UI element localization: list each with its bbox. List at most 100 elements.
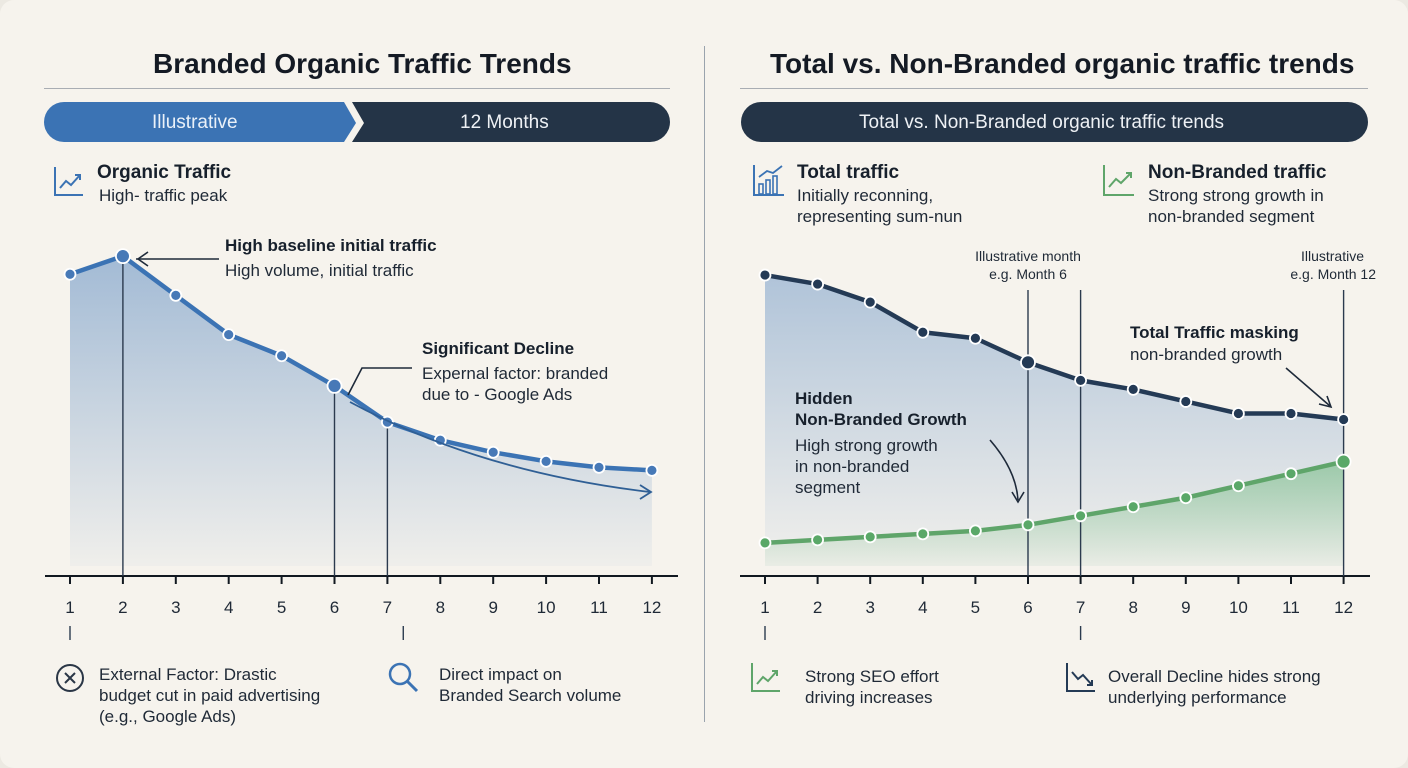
- annotation-hidden-line2: in non-branded: [795, 457, 910, 476]
- x-tick-label: 11: [590, 598, 608, 617]
- x-tick-label: 2: [118, 598, 127, 617]
- branded-chart-title: Branded Organic Traffic Trends: [153, 48, 572, 79]
- data-point-organic-traffic: [275, 349, 289, 363]
- footnote-decline-line1: Overall Decline hides strong: [1108, 667, 1321, 686]
- footnote-external-factor-line2: budget cut in paid advertising: [99, 686, 321, 705]
- data-point-total-traffic: [811, 277, 824, 291]
- x-tick-label: 9: [1181, 598, 1190, 617]
- tab-illustrative[interactable]: [44, 102, 356, 142]
- data-point-total-traffic: [863, 295, 877, 309]
- tab-12-months[interactable]: [352, 102, 670, 142]
- x-tick-label: 6: [1023, 598, 1032, 617]
- data-point-nonbranded-traffic: [968, 524, 982, 538]
- x-tick-label: 10: [1229, 598, 1248, 617]
- footnote-direct-impact-line2: Branded Search volume: [439, 686, 622, 705]
- annotation-masking-subtitle: non-branded growth: [1130, 345, 1283, 364]
- legend-nonbranded-line2: non-branded segment: [1148, 207, 1315, 226]
- period-tabs: [44, 102, 670, 142]
- x-tick-label: 5: [971, 598, 980, 617]
- tab-illustrative-label: Illustrative: [152, 112, 238, 133]
- branded-panel: Branded Organic Traffic Trends Illustrat…: [44, 48, 678, 726]
- area-fill-organic-traffic: [70, 256, 652, 566]
- annotation-masking-arrowhead: [1318, 395, 1333, 409]
- title-underline: [44, 88, 670, 89]
- data-point-nonbranded-traffic: [758, 536, 772, 550]
- legend-total-line2: representing sum-nun: [797, 207, 963, 226]
- marker-month6-line1: Illustrative month: [975, 248, 1081, 264]
- legend-nonbranded-title: Non-Branded traffic: [1148, 162, 1327, 183]
- footnote-external-factor-line3: (e.g., Google Ads): [99, 707, 237, 726]
- annotation-masking-arrow: [1285, 367, 1331, 407]
- marker-month12-line2: e.g. Month 12: [1290, 266, 1376, 282]
- data-point-organic-traffic: [169, 288, 183, 302]
- data-point-nonbranded-traffic: [1179, 491, 1193, 505]
- data-point-nonbranded-traffic: [1126, 500, 1140, 514]
- data-point-total-traffic: [916, 325, 930, 339]
- legend-total-line1: Initially reconning,: [797, 186, 934, 205]
- data-point-nonbranded-traffic: [1284, 467, 1298, 481]
- data-point-organic-traffic: [326, 378, 343, 394]
- annotation-hidden-arrowhead: [1011, 491, 1025, 504]
- footnote-decline-line2: underlying performance: [1108, 688, 1287, 707]
- tab-12-months-label: 12 Months: [460, 112, 549, 133]
- x-tick-label: 10: [537, 598, 556, 617]
- data-point-nonbranded-traffic: [811, 533, 824, 547]
- x-tick-label: 3: [865, 598, 874, 617]
- title-underline: [740, 88, 1368, 89]
- data-point-total-traffic: [758, 268, 772, 282]
- annotation-hidden-arrow: [989, 439, 1019, 501]
- total-nonbranded-chart: 1 2 3 4 5 6 7 8 9 10 11 12: [740, 268, 1370, 640]
- data-point-organic-traffic: [63, 267, 77, 281]
- x-tick-label: 12: [642, 598, 661, 617]
- x-tick-label: 7: [1076, 598, 1085, 617]
- footnote-direct-impact-line1: Direct impact on: [439, 665, 562, 684]
- x-tick-label: 5: [277, 598, 286, 617]
- footnote-seo-line2: driving increases: [805, 688, 933, 707]
- series-line-total-traffic: [762, 272, 1346, 422]
- x-circle-icon: [56, 664, 84, 692]
- annotation-decline-leader: [347, 367, 412, 396]
- data-point-total-traffic: [1232, 407, 1245, 420]
- trend-chart-icon: [54, 167, 83, 196]
- data-point-nonbranded-traffic: [1074, 509, 1088, 523]
- data-point-organic-traffic: [645, 463, 659, 477]
- annotation-hidden-title2: Non-Branded Growth: [795, 410, 967, 429]
- data-point-organic-traffic: [115, 248, 131, 265]
- legend-subtitle: High- traffic peak: [99, 186, 228, 205]
- marker-month6-line2: e.g. Month 6: [989, 266, 1067, 282]
- marker-month12-line1: Illustrative: [1300, 248, 1364, 264]
- annotation-hidden-line1: High strong growth: [795, 436, 938, 455]
- x-tick-label: 3: [171, 598, 180, 617]
- data-point-total-traffic: [1020, 354, 1036, 371]
- annotation-masking-title: Total Traffic masking: [1130, 323, 1299, 342]
- x-tick-label: 1: [760, 598, 769, 617]
- banner-label: Total vs. Non-Branded organic traffic tr…: [859, 112, 1225, 133]
- x-tick-label: 12: [1334, 598, 1353, 617]
- footnote-seo-line1: Strong SEO effort: [805, 667, 939, 686]
- branded-traffic-chart: 1 2 3 4 5 6 7 8 9 10 11 12: [45, 248, 678, 640]
- data-point-nonbranded-traffic: [1335, 453, 1352, 470]
- x-tick-label: 4: [918, 598, 927, 617]
- data-point-total-traffic: [1179, 395, 1193, 408]
- x-tick-label: 7: [383, 598, 392, 617]
- total-vs-nonbranded-panel: Total vs. Non-Branded organic traffic tr…: [704, 0, 1408, 768]
- x-tick-label: 6: [330, 598, 339, 617]
- x-tick-label: 9: [488, 598, 497, 617]
- data-point-nonbranded-traffic: [1021, 518, 1035, 532]
- x-tick-label: 2: [813, 598, 822, 617]
- annotation-peak-title: High baseline initial traffic: [225, 236, 437, 255]
- banner: [741, 102, 1368, 142]
- legend-nonbranded-line1: Strong strong growth in: [1148, 186, 1324, 205]
- data-point-nonbranded-traffic: [916, 527, 930, 541]
- data-point-organic-traffic: [592, 460, 606, 474]
- annotation-peak-subtitle: High volume, initial traffic: [225, 261, 414, 280]
- data-point-organic-traffic: [486, 445, 500, 459]
- x-tick-label: 4: [224, 598, 233, 617]
- data-point-total-traffic: [1284, 407, 1298, 420]
- data-point-total-traffic: [1337, 413, 1350, 426]
- annotation-peak-arrowhead: [136, 251, 149, 267]
- decline-trend-arrow: [349, 401, 651, 493]
- data-point-nonbranded-traffic: [1232, 479, 1245, 493]
- series-line-organic-traffic: [67, 253, 655, 473]
- annotation-hidden-title1: Hidden: [795, 389, 853, 408]
